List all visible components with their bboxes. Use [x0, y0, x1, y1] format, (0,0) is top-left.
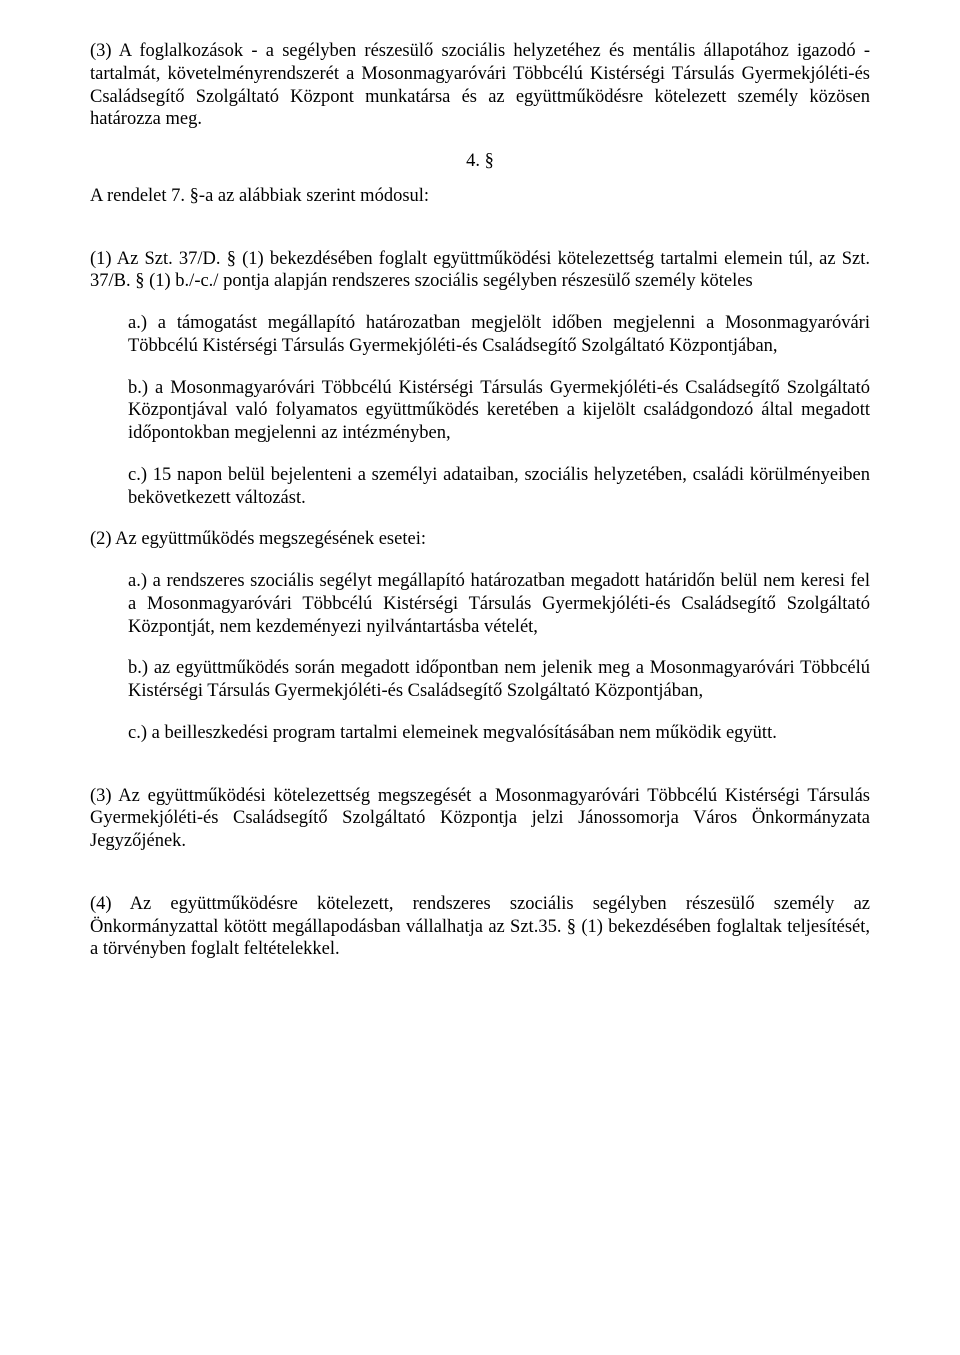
paragraph-1-intro: (1) Az Szt. 37/D. § (1) bekezdésében fog…	[90, 248, 870, 294]
paragraph-1-item-b: b.) a Mosonmagyaróvári Többcélú Kistérsé…	[128, 377, 870, 445]
paragraph-4: (4) Az együttműködésre kötelezett, rends…	[90, 893, 870, 961]
paragraph-1-item-a: a.) a támogatást megállapító határozatba…	[128, 312, 870, 358]
paragraph-3: (3) A foglalkozások - a segélyben részes…	[90, 40, 870, 131]
paragraph-3b: (3) Az együttműködési kötelezettség megs…	[90, 785, 870, 853]
paragraph-2-item-c: c.) a beilleszkedési program tartalmi el…	[128, 722, 870, 745]
rendelet-amendment-line: A rendelet 7. §-a az alábbiak szerint mó…	[90, 185, 870, 208]
paragraph-1-item-c: c.) 15 napon belül bejelenteni a személy…	[128, 464, 870, 510]
paragraph-2-item-b: b.) az együttműködés során megadott időp…	[128, 657, 870, 703]
section-number: 4. §	[90, 150, 870, 173]
paragraph-2-intro: (2) Az együttműködés megszegésének esete…	[90, 528, 870, 551]
paragraph-2-item-a: a.) a rendszeres szociális segélyt megál…	[128, 570, 870, 638]
